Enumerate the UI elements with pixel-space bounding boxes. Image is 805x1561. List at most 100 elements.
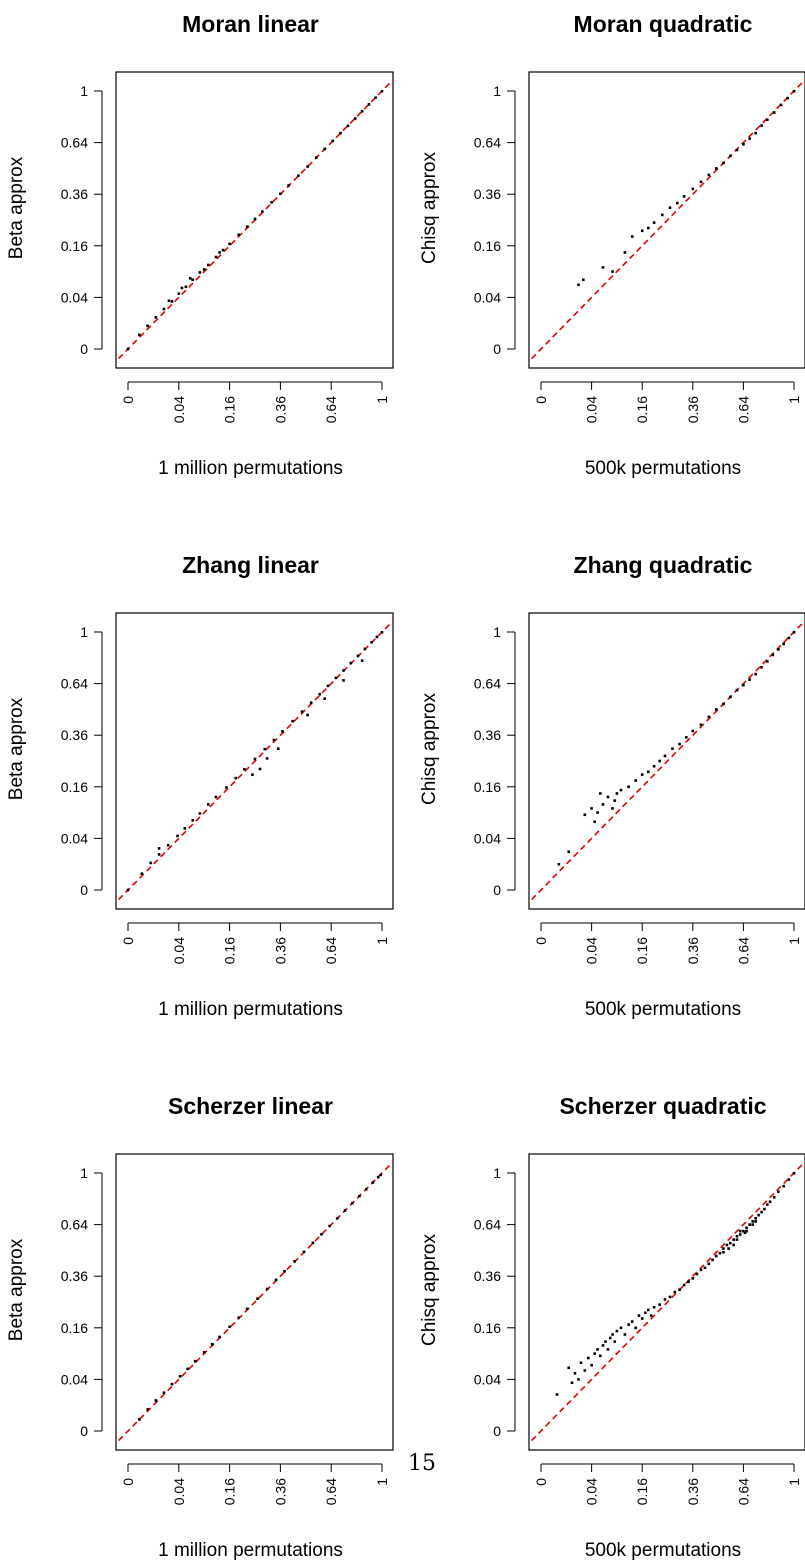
data-point — [178, 1374, 182, 1378]
data-point — [218, 251, 221, 254]
data-point — [342, 679, 345, 682]
data-point — [243, 767, 246, 771]
data-point — [596, 811, 599, 814]
data-point — [742, 683, 745, 687]
data-point — [380, 89, 384, 93]
data-point — [555, 1393, 559, 1396]
data-point — [757, 1213, 760, 1217]
y-tick-label: 0.04 — [474, 1371, 501, 1387]
data-point — [663, 754, 667, 758]
x-tick-label: 0.16 — [222, 396, 238, 423]
data-point — [640, 229, 644, 233]
data-point — [570, 1381, 574, 1385]
data-point — [787, 636, 791, 640]
y-tick-label: 0.36 — [474, 1268, 501, 1284]
data-point — [658, 759, 661, 763]
y-axis-label: Chisq approx — [419, 1234, 440, 1346]
data-point — [637, 1314, 641, 1317]
data-point — [221, 248, 225, 252]
data-point — [186, 1367, 189, 1371]
data-point — [627, 785, 630, 789]
data-point — [671, 747, 674, 750]
y-tick-label: 0.36 — [61, 186, 88, 202]
data-points — [126, 89, 384, 351]
data-point — [687, 1280, 690, 1283]
data-point — [170, 300, 174, 303]
data-point — [606, 1348, 610, 1351]
data-points — [126, 630, 384, 892]
data-point — [140, 872, 144, 875]
chart-title: Scherzer linear — [168, 1093, 333, 1119]
data-point — [270, 201, 273, 204]
data-point — [297, 174, 300, 178]
data-point — [306, 165, 309, 168]
y-tick-label: 1 — [493, 624, 501, 640]
data-point — [673, 1290, 677, 1294]
data-point — [729, 1241, 732, 1245]
y-tick-label: 0.16 — [61, 1320, 88, 1336]
data-point — [363, 647, 367, 651]
y-tick-label: 1 — [80, 83, 88, 99]
data-point — [652, 1305, 656, 1309]
data-point — [678, 742, 681, 746]
data-point — [370, 640, 373, 644]
data-point — [311, 1241, 315, 1245]
y-tick-label: 0.36 — [61, 1268, 88, 1284]
data-point — [727, 1247, 730, 1250]
data-point — [685, 736, 688, 739]
data-points — [557, 630, 796, 866]
data-point — [353, 117, 357, 120]
data-point — [590, 807, 593, 810]
data-point — [320, 1233, 323, 1236]
chart-panel-1: Moran linear 0 0.04 0.16 0.36 0.64 1 0 0.04 0.16 0… — [6, 11, 394, 479]
data-point — [207, 803, 210, 806]
x-tick-label: 0 — [533, 396, 549, 404]
plot-frame — [115, 612, 394, 910]
y-axis-label: Chisq approx — [419, 693, 440, 805]
data-point — [748, 678, 751, 681]
data-point — [253, 757, 257, 761]
data-point — [245, 1307, 249, 1311]
data-point — [162, 307, 166, 311]
data-point — [768, 1200, 772, 1203]
data-point — [623, 1333, 627, 1336]
data-point — [170, 1382, 174, 1386]
x-tick-label: 0.04 — [171, 937, 187, 964]
data-point — [668, 206, 672, 209]
data-point — [291, 719, 294, 723]
data-point — [374, 96, 377, 99]
data-point — [601, 803, 605, 806]
data-point — [276, 747, 280, 750]
data-point — [146, 324, 149, 328]
chart-panel-3: Zhang linear 0 0.04 0.16 0.36 0.64 1 0 0.04 0.16 0… — [6, 552, 394, 1020]
data-point — [649, 1314, 653, 1317]
y-tick-label: 0.16 — [474, 238, 501, 254]
data-point — [634, 1326, 637, 1330]
data-point — [573, 1372, 577, 1375]
plot-frame — [528, 612, 805, 910]
data-point — [218, 1335, 221, 1339]
chart-panel-2: Moran quadratic 0 0.04 0.16 0.36 0.64 1 0 0.04 0.… — [419, 11, 805, 479]
data-point — [735, 1238, 739, 1241]
reference-line — [116, 619, 393, 904]
data-point — [214, 795, 218, 799]
data-point — [663, 1298, 667, 1301]
data-point — [763, 1207, 766, 1211]
plot-frame — [115, 71, 394, 369]
data-point — [253, 217, 257, 221]
data-point — [326, 684, 330, 688]
y-tick-label: 0.64 — [61, 1217, 88, 1233]
data-point — [126, 888, 130, 892]
data-point — [191, 818, 195, 822]
x-tick-label: 0.64 — [323, 396, 339, 423]
x-tick-label: 0.36 — [272, 396, 288, 423]
data-points — [577, 89, 796, 287]
data-point — [765, 118, 769, 121]
x-tick-label: 0.04 — [584, 1478, 600, 1505]
data-point — [735, 148, 739, 152]
data-point — [375, 635, 379, 639]
y-tick-label: 0 — [493, 882, 501, 898]
data-point — [596, 1348, 599, 1351]
data-point — [380, 630, 384, 634]
reference-line — [529, 1160, 805, 1445]
